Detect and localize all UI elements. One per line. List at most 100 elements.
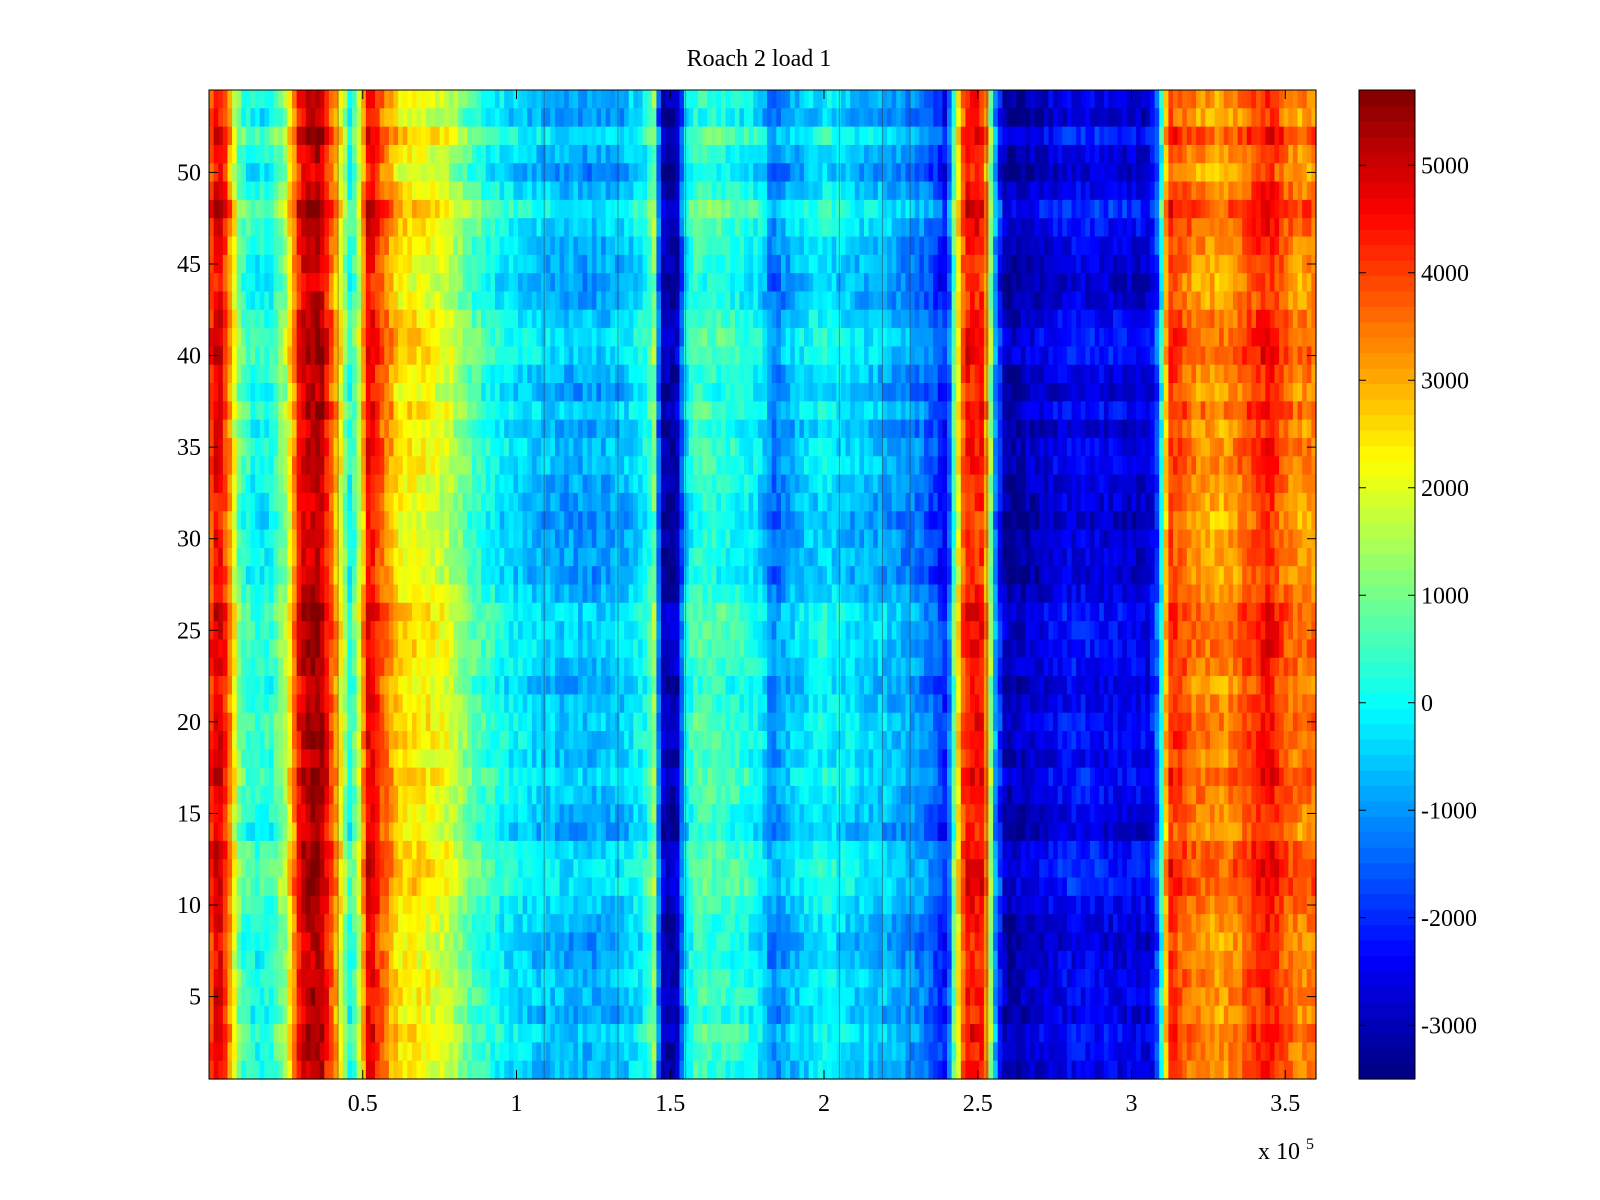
heatmap-cell — [1071, 108, 1077, 128]
heatmap-cell — [661, 163, 667, 183]
heatmap-cell — [767, 218, 773, 238]
heatmap-cell — [914, 364, 920, 384]
heatmap-cell — [1145, 419, 1151, 439]
heatmap-cell — [1066, 346, 1073, 366]
heatmap-cell — [296, 328, 302, 347]
heatmap-cell — [776, 383, 782, 402]
heatmap-cell — [209, 181, 215, 201]
heatmap-cell — [1062, 218, 1068, 238]
heatmap-cell — [1066, 273, 1073, 293]
heatmap-cell — [518, 383, 524, 402]
heatmap-cell — [1242, 254, 1248, 274]
heatmap-cell — [462, 291, 468, 311]
heatmap-cell — [351, 218, 358, 238]
heatmap-cell — [887, 218, 893, 238]
heatmap-cell — [697, 419, 704, 439]
heatmap-cell — [1122, 108, 1128, 128]
heatmap-cell — [1269, 108, 1276, 128]
heatmap-cell — [315, 273, 321, 293]
heatmap-cell — [1200, 437, 1206, 457]
heatmap-cell — [315, 90, 321, 109]
heatmap-cell — [859, 236, 865, 256]
heatmap-cell — [1006, 291, 1013, 311]
heatmap-cell — [1089, 90, 1096, 109]
heatmap-cell — [896, 181, 902, 201]
heatmap-cell — [222, 108, 229, 128]
heatmap-cell — [1177, 328, 1183, 347]
heatmap-cell — [1011, 236, 1017, 256]
heatmap-cell — [1182, 144, 1188, 164]
heatmap-cell — [923, 254, 930, 274]
heatmap-cell — [1302, 126, 1308, 146]
heatmap-cell — [947, 254, 953, 274]
heatmap-cell — [527, 144, 533, 164]
heatmap-cell — [887, 401, 893, 421]
heatmap-cell — [1274, 328, 1280, 347]
heatmap-cell — [817, 364, 824, 384]
heatmap-cell — [1071, 401, 1077, 421]
heatmap-cell — [1085, 273, 1091, 293]
heatmap-cell — [614, 90, 621, 109]
heatmap-cell — [1103, 199, 1110, 219]
heatmap-cell — [227, 218, 233, 238]
heatmap-cell — [268, 126, 275, 146]
heatmap-cell — [863, 364, 870, 384]
heatmap-cell — [854, 144, 860, 164]
heatmap-cell — [365, 456, 372, 476]
heatmap-cell — [1311, 273, 1317, 293]
heatmap-cell — [863, 90, 870, 109]
heatmap-cell — [997, 364, 1003, 384]
heatmap-cell — [292, 254, 298, 274]
heatmap-cell — [605, 437, 611, 457]
heatmap-cell — [693, 419, 699, 439]
heatmap-cell — [568, 126, 574, 146]
heatmap-cell — [725, 346, 731, 366]
heatmap-cell — [1002, 291, 1008, 311]
heatmap-cell — [430, 383, 436, 402]
heatmap-cell — [582, 126, 588, 146]
heatmap-cell — [997, 273, 1003, 293]
heatmap-cell — [301, 181, 307, 201]
heatmap-cell — [398, 291, 404, 311]
heatmap-cell — [328, 346, 335, 366]
heatmap-cell — [1071, 126, 1077, 146]
heatmap-cell — [688, 108, 694, 128]
heatmap-cell — [1039, 346, 1045, 366]
heatmap-cell — [1131, 181, 1137, 201]
heatmap-cell — [453, 144, 459, 164]
heatmap-cell — [628, 291, 634, 311]
heatmap-cell — [1232, 419, 1239, 439]
heatmap-cell — [305, 181, 312, 201]
heatmap-cell — [670, 218, 676, 238]
heatmap-cell — [425, 126, 431, 146]
heatmap-cell — [850, 108, 856, 128]
heatmap-cell — [596, 419, 602, 439]
heatmap-cell — [1256, 383, 1262, 402]
heatmap-cell — [817, 383, 824, 402]
heatmap-cell — [1209, 437, 1216, 457]
heatmap-cell — [1117, 437, 1123, 457]
heatmap-cell — [647, 273, 653, 293]
heatmap-cell — [1099, 273, 1105, 293]
heatmap-cell — [448, 291, 455, 311]
heatmap-cell — [744, 273, 750, 293]
heatmap-cell — [1292, 90, 1299, 109]
heatmap-cell — [402, 383, 408, 402]
heatmap-cell — [933, 144, 939, 164]
heatmap-cell — [393, 419, 399, 439]
heatmap-cell — [573, 456, 579, 476]
heatmap-cell — [1053, 419, 1059, 439]
heatmap-cell — [411, 401, 418, 421]
heatmap-cell — [476, 273, 482, 293]
heatmap-cell — [467, 328, 473, 347]
heatmap-cell — [933, 456, 939, 476]
heatmap-cell — [1145, 90, 1151, 109]
heatmap-cell — [527, 90, 533, 109]
heatmap-cell — [1260, 401, 1266, 421]
heatmap-cell — [1136, 199, 1142, 219]
heatmap-cell — [711, 364, 717, 384]
heatmap-cell — [518, 199, 524, 219]
heatmap-cell — [1020, 364, 1027, 384]
heatmap-cell — [799, 218, 805, 238]
heatmap-cell — [315, 236, 321, 256]
